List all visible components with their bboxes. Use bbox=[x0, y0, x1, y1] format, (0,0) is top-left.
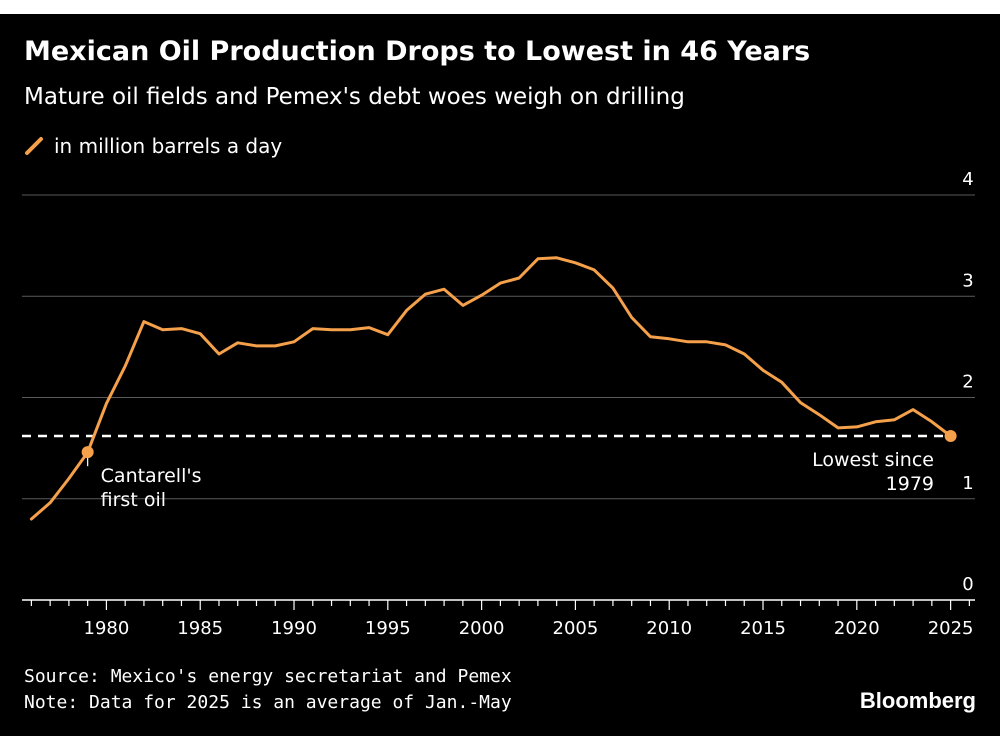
y-tick-label: 0 bbox=[962, 574, 973, 595]
cantarell-label: Cantarell's bbox=[101, 465, 202, 487]
x-tick-label: 1980 bbox=[84, 618, 130, 639]
tick-labels: 0 1 2 3 4 1980 1985 1990 1995 2000 2005 2010 2015 202… bbox=[84, 169, 974, 639]
gridlines bbox=[22, 194, 975, 500]
oil-production-line bbox=[29, 256, 953, 521]
lowest-label: 1979 bbox=[886, 473, 934, 495]
cantarell-marker bbox=[81, 446, 94, 459]
legend-label: in million barrels a day bbox=[54, 134, 283, 158]
y-tick-label: 2 bbox=[962, 372, 973, 393]
x-tick-label: 2000 bbox=[459, 618, 505, 639]
y-tick-label: 1 bbox=[962, 473, 973, 494]
y-tick-label: 3 bbox=[962, 270, 973, 291]
x-axis bbox=[22, 599, 975, 610]
chart-title: Mexican Oil Production Drops to Lowest i… bbox=[24, 36, 811, 67]
x-tick-label: 2020 bbox=[834, 618, 880, 639]
lowest-label: Lowest since bbox=[812, 449, 934, 471]
x-tick-label: 1995 bbox=[365, 618, 411, 639]
x-tick-label: 1985 bbox=[177, 618, 223, 639]
x-tick-label: 2005 bbox=[553, 618, 599, 639]
chart-panel bbox=[0, 14, 1000, 736]
source-note: Source: Mexico's energy secretariat and … bbox=[24, 666, 512, 687]
chart-subtitle: Mature oil fields and Pemex's debt woes … bbox=[24, 84, 685, 110]
x-tick-label: 2025 bbox=[928, 618, 974, 639]
cantarell-label: first oil bbox=[101, 489, 166, 511]
y-tick-label: 4 bbox=[962, 169, 973, 190]
lowest-marker bbox=[944, 429, 957, 442]
bloomberg-logo: Bloomberg bbox=[859, 688, 976, 713]
series-group bbox=[29, 256, 953, 521]
legend-line-icon bbox=[25, 137, 43, 155]
legend: in million barrels a day bbox=[24, 134, 282, 158]
x-tick-label: 2010 bbox=[646, 618, 692, 639]
footnote: Note: Data for 2025 is an average of Jan… bbox=[24, 692, 512, 713]
x-tick-label: 1990 bbox=[271, 618, 317, 639]
x-tick-label: 2015 bbox=[740, 618, 786, 639]
